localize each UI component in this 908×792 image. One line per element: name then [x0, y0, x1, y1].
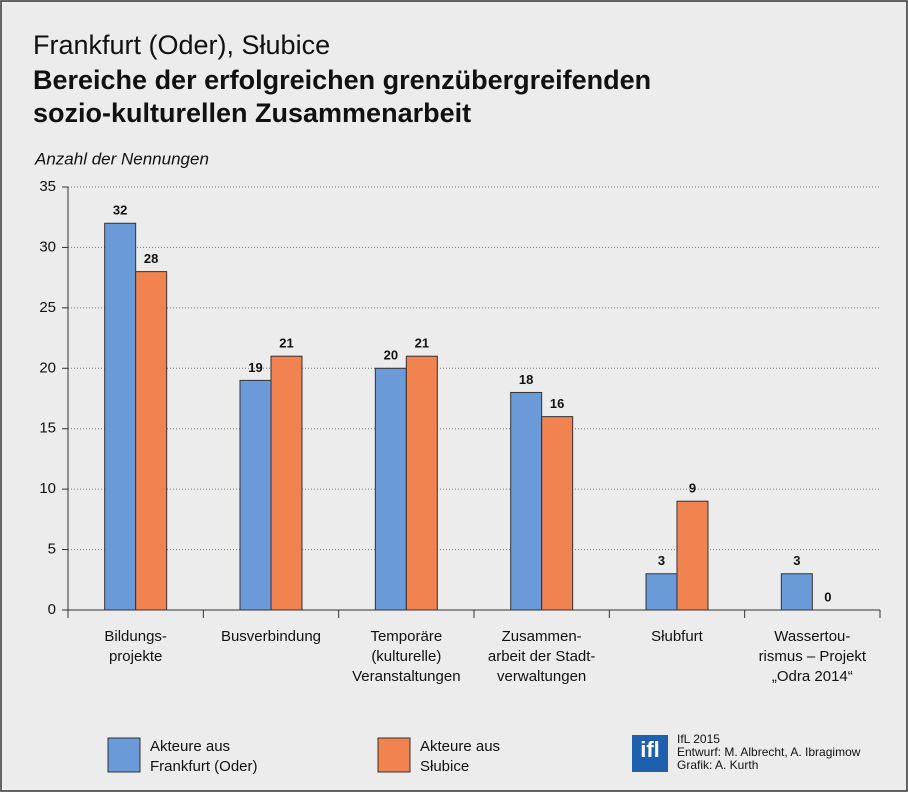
value-label: 19	[248, 360, 262, 375]
x-tick-label: Temporäre	[370, 628, 442, 645]
x-tick-label: Busverbindung	[221, 628, 321, 645]
value-label: 21	[279, 336, 293, 351]
bar	[104, 222, 137, 611]
legend-swatch	[107, 737, 141, 773]
value-label: 9	[689, 481, 696, 496]
x-tick-label: (kulturelle)	[371, 648, 441, 665]
legend-label: Słubice	[420, 758, 469, 775]
chart-pretitle: Frankfurt (Oder), Słubice	[33, 30, 330, 60]
value-label: 20	[384, 348, 398, 363]
x-tick-label: projekte	[109, 648, 162, 665]
bar	[405, 355, 438, 611]
credit: Grafik: A. Kurth	[677, 758, 758, 772]
credit: IfL 2015	[677, 732, 720, 746]
bar	[541, 416, 574, 611]
value-label: 0	[824, 589, 831, 604]
value-label: 3	[793, 553, 800, 568]
bar	[239, 379, 272, 611]
value-label: 18	[519, 372, 533, 387]
chart-title: sozio-kulturellen Zusammenarbeit	[33, 98, 471, 128]
x-tick-label: „Odra 2014“	[772, 668, 853, 685]
bar	[374, 367, 407, 611]
bar	[510, 391, 543, 611]
y-tick-label: 30	[39, 238, 56, 255]
x-tick-label: Bildungs-	[104, 628, 167, 645]
y-tick-label: 5	[48, 541, 56, 558]
legend-label: Frankfurt (Oder)	[150, 758, 258, 775]
bar	[135, 271, 168, 611]
x-tick-label: rismus – Projekt	[759, 648, 867, 665]
x-tick-label: verwaltungen	[497, 668, 586, 685]
y-tick-label: 25	[39, 299, 56, 316]
logo-box	[632, 735, 668, 772]
credit: Entwurf: M. Albrecht, A. Ibragimow	[677, 745, 861, 759]
bar	[645, 573, 678, 611]
y-tick-label: 10	[39, 480, 56, 497]
y-axis-label: Anzahl der Nennungen	[34, 149, 209, 168]
bar	[676, 500, 709, 611]
value-label: 28	[144, 251, 158, 266]
legend-swatch	[377, 737, 411, 773]
bar	[780, 573, 813, 611]
x-tick-label: Veranstaltungen	[352, 668, 460, 685]
value-label: 21	[415, 336, 429, 351]
y-tick-label: 0	[48, 601, 56, 618]
logo: ifl	[632, 735, 668, 772]
y-tick-label: 35	[39, 178, 56, 195]
x-tick-label: arbeit der Stadt-	[488, 648, 596, 665]
y-tick-label: 20	[39, 359, 56, 376]
value-label: 32	[113, 203, 127, 218]
logo-text: ifl	[640, 737, 660, 762]
x-tick-label: Słubfurt	[651, 628, 704, 645]
legend-label: Akteure aus	[150, 738, 230, 755]
legend-label: Akteure aus	[420, 738, 500, 755]
value-label: 16	[550, 396, 564, 411]
x-tick-label: Wassertou-	[774, 628, 850, 645]
bar	[270, 355, 303, 611]
value-label: 3	[658, 553, 665, 568]
chart-title: Bereiche der erfolgreichen grenzübergrei…	[33, 65, 651, 95]
x-tick-label: Zusammen-	[502, 628, 582, 645]
y-tick-label: 15	[39, 420, 56, 437]
